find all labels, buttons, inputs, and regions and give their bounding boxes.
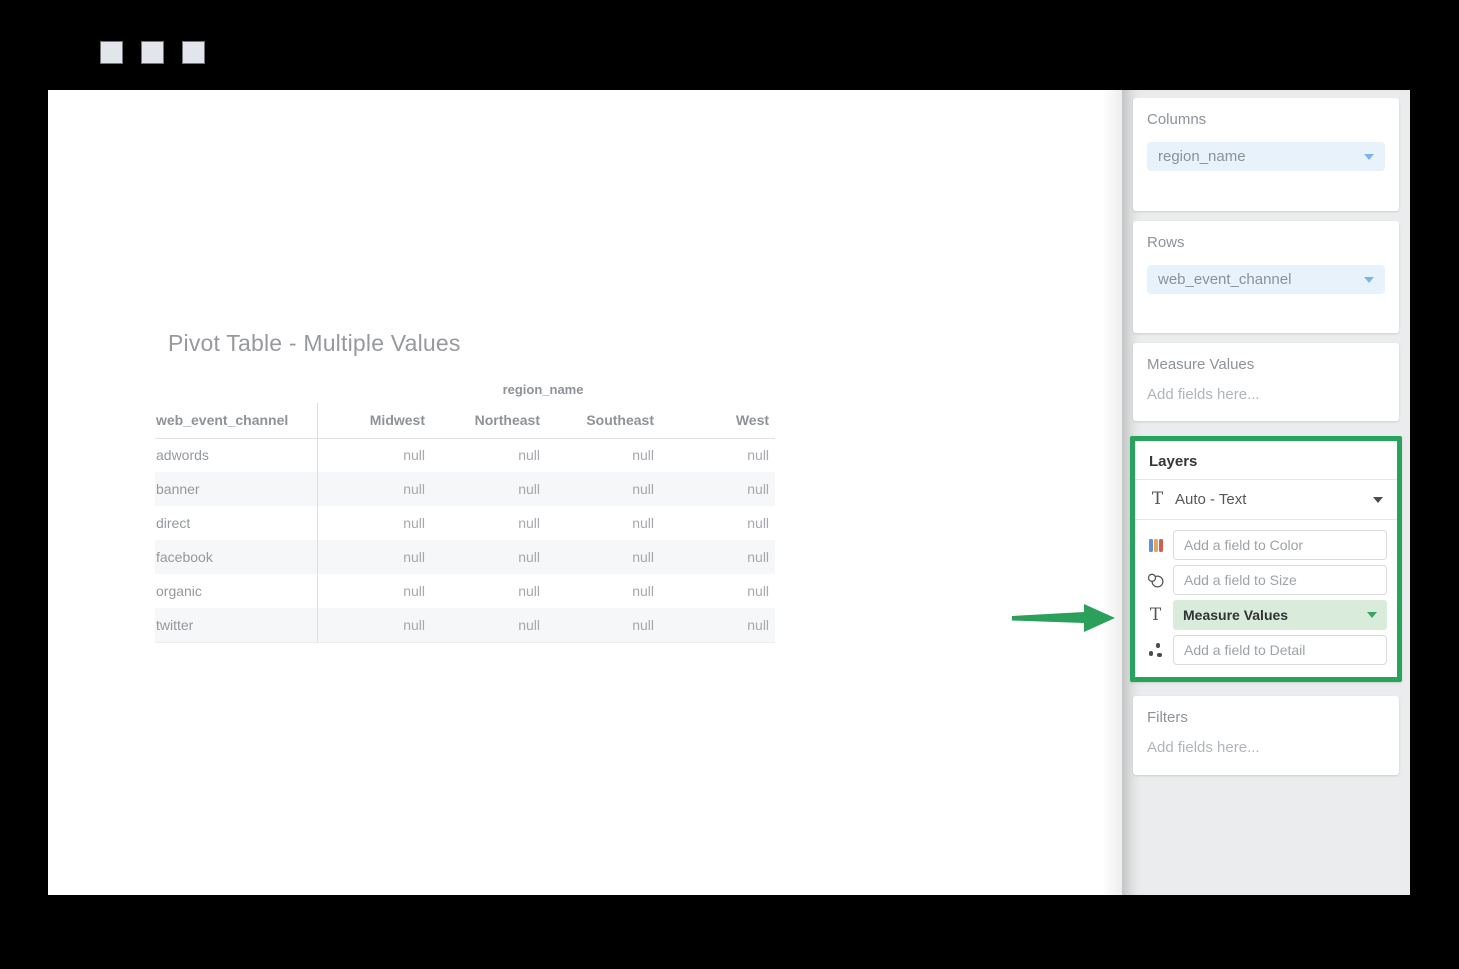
measure-values-panel[interactable]: Measure Values Add fields here...: [1133, 343, 1399, 421]
rows-field-pill[interactable]: web_event_channel: [1147, 265, 1385, 294]
text-icon: T: [1151, 489, 1164, 509]
layer-type-label: Auto - Text: [1175, 491, 1247, 508]
table-cell: null: [632, 515, 654, 531]
measure-values-panel-title: Measure Values: [1147, 356, 1255, 373]
table-cell: null: [518, 481, 540, 497]
table-cell: null: [518, 447, 540, 464]
measure-values-pill[interactable]: Measure Values: [1173, 600, 1387, 630]
window-button[interactable]: [100, 40, 123, 64]
table-row: organic null null null null: [155, 574, 775, 608]
detail-dots-icon: [1147, 643, 1164, 657]
table-row: banner null null null null: [155, 472, 776, 506]
layer-input-detail[interactable]: [1173, 635, 1387, 665]
table-cell: null: [632, 549, 654, 565]
table-cell: null: [431, 608, 546, 643]
row-label: adwords: [155, 438, 318, 472]
edge-shadow: [1102, 90, 1122, 895]
main-canvas: Pivot Table - Multiple Values region_nam…: [48, 90, 1122, 895]
columns-panel: Columns region_name: [1133, 98, 1399, 211]
rows-field-label: web_event_channel: [1158, 271, 1292, 288]
chevron-down-icon: [1364, 153, 1374, 160]
size-circles-icon: [1147, 573, 1164, 588]
filters-drop-hint: Add fields here...: [1147, 739, 1260, 756]
table-cell: null: [518, 515, 540, 531]
layer-type-dropdown[interactable]: T Auto - Text: [1135, 480, 1397, 519]
table-cell: null: [546, 608, 660, 643]
window-content: Pivot Table - Multiple Values region_nam…: [48, 90, 1410, 895]
text-icon: T: [1149, 604, 1162, 625]
green-arrow-annotation: [1012, 604, 1115, 632]
pivot-dimension-row: region_name: [155, 375, 775, 403]
table-cell: null: [403, 481, 425, 497]
column-header: West: [660, 403, 776, 439]
chevron-down-icon: [1373, 496, 1383, 503]
columns-field-label: region_name: [1158, 148, 1246, 165]
table-cell: null: [660, 608, 776, 643]
table-cell: null: [403, 447, 425, 464]
columns-field-pill[interactable]: region_name: [1147, 142, 1385, 171]
table-cell: null: [632, 583, 654, 599]
measure-values-drop-hint: Add fields here...: [1147, 386, 1260, 403]
window-button[interactable]: [182, 40, 205, 64]
titlebar: [48, 8, 1410, 90]
columns-panel-title: Columns: [1147, 111, 1207, 128]
viz-title: Pivot Table - Multiple Values: [168, 330, 461, 356]
table-cell: null: [747, 549, 770, 565]
table-cell: null: [747, 583, 770, 599]
pivot-column-dimension: region_name: [502, 381, 584, 397]
layers-panel: Layers T Auto - Text T Measure Values: [1130, 436, 1402, 682]
row-label: twitter: [155, 608, 318, 643]
layer-slot-row: T Measure Values: [1147, 600, 1387, 630]
window-button[interactable]: [141, 40, 164, 64]
table-row: facebook null null null null: [155, 540, 776, 574]
column-header: Midwest: [317, 403, 431, 439]
table-cell: null: [747, 447, 770, 464]
divider: [1135, 479, 1397, 480]
layer-input-size[interactable]: [1173, 565, 1387, 595]
config-sidebar: Columns region_name Rows web_event_chann…: [1122, 90, 1410, 895]
column-header: Northeast: [431, 403, 546, 439]
column-header: Southeast: [546, 403, 660, 439]
chevron-down-icon: [1364, 276, 1374, 283]
divider: [1135, 519, 1397, 520]
row-label: direct: [155, 506, 318, 540]
layer-slot-row: [1147, 565, 1387, 595]
filters-panel[interactable]: Filters Add fields here...: [1133, 696, 1399, 775]
table-cell: null: [518, 583, 540, 599]
layer-slot-row: [1147, 530, 1387, 560]
row-label: facebook: [155, 540, 318, 574]
layer-slots: T Measure Values: [1135, 520, 1397, 677]
table-cell: null: [403, 549, 425, 565]
blank-cell: [155, 375, 317, 403]
layer-input-color[interactable]: [1173, 530, 1387, 560]
layers-panel-title: Layers: [1149, 453, 1198, 470]
layer-slot-row: [1147, 635, 1387, 665]
color-bars-icon: [1147, 538, 1164, 552]
table-cell: null: [403, 515, 425, 531]
table-cell: null: [747, 515, 770, 531]
table-cell: null: [518, 549, 540, 565]
pivot-table: region_name web_event_channel Midwest North…: [155, 375, 776, 643]
chevron-down-icon: [1367, 612, 1377, 618]
app-window: Pivot Table - Multiple Values region_nam…: [48, 8, 1410, 895]
row-label: organic: [155, 574, 318, 608]
measure-values-pill-label: Measure Values: [1183, 607, 1289, 623]
pivot-header-row: web_event_channel Midwest Northeast Southea…: [155, 403, 776, 439]
table-cell: null: [632, 447, 654, 464]
table-cell: null: [632, 481, 654, 497]
row-dimension-header: web_event_channel: [155, 403, 318, 439]
table-row: direct null null null null: [155, 506, 775, 540]
rows-panel: Rows web_event_channel: [1133, 221, 1399, 333]
table-cell: null: [317, 608, 431, 643]
rows-panel-title: Rows: [1147, 234, 1185, 251]
table-row: twitter null null null null: [155, 608, 776, 643]
row-label: banner: [155, 472, 318, 506]
table-row: adwords null null null null: [155, 438, 775, 472]
filters-panel-title: Filters: [1147, 709, 1188, 726]
table-cell: null: [747, 481, 770, 497]
table-cell: null: [403, 583, 425, 599]
